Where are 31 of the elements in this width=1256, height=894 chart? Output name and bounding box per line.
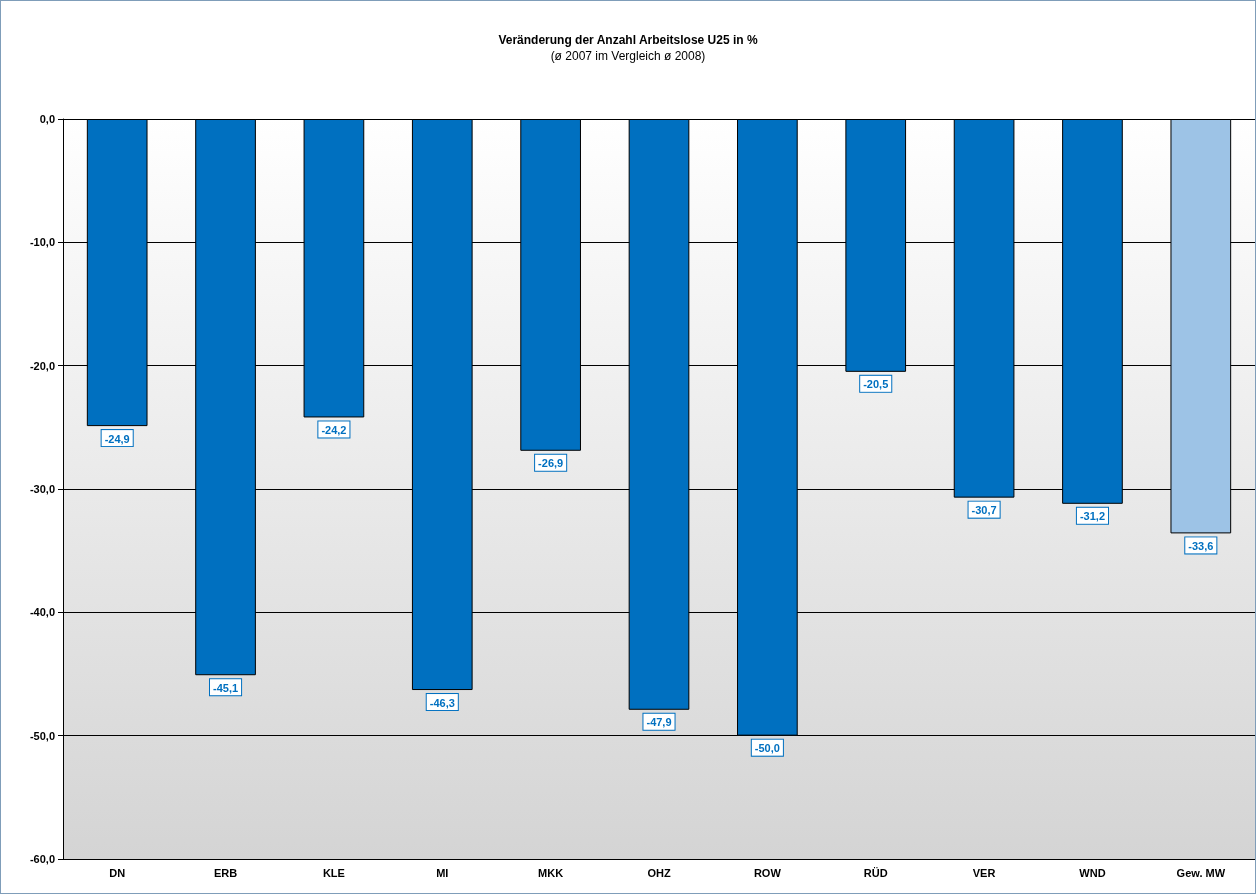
chart-subtitle: (ø 2007 im Vergleich ø 2008)	[550, 49, 706, 63]
data-label: -45,1	[213, 681, 239, 694]
x-tick-label: Gew. MW	[1176, 866, 1226, 879]
data-label: -50,0	[754, 742, 780, 755]
data-label: -26,9	[538, 457, 564, 470]
x-tick-label: OHZ	[647, 866, 671, 879]
y-tick-label: -40,0	[29, 606, 55, 619]
data-label: -24,9	[104, 432, 130, 445]
x-tick-label: MKK	[538, 866, 564, 879]
x-tick-label: KLE	[322, 866, 345, 879]
chart-title: Veränderung der Anzahl Arbeitslose U25 in %	[498, 33, 758, 47]
data-label: -30,7	[971, 504, 997, 517]
x-tick-label: ROW	[753, 866, 782, 879]
data-label: -47,9	[646, 716, 672, 729]
data-label: -24,2	[321, 423, 347, 436]
y-tick-label: -50,0	[29, 729, 55, 742]
y-tick-label: -20,0	[29, 359, 55, 372]
x-tick-label: VER	[972, 866, 996, 879]
x-tick-label: MI	[436, 866, 449, 879]
data-label: -31,2	[1079, 510, 1105, 523]
x-tick-label: WND	[1079, 866, 1106, 879]
y-tick-label: -10,0	[29, 236, 55, 249]
data-label: -46,3	[429, 696, 455, 709]
data-label: -33,6	[1188, 539, 1214, 552]
y-tick-label: 0,0	[39, 113, 55, 125]
y-tick-label: -60,0	[29, 853, 55, 865]
x-tick-label: DN	[109, 866, 126, 879]
x-tick-label: ERB	[213, 866, 238, 879]
data-label: -20,5	[863, 378, 889, 391]
x-tick-label: RÜD	[863, 866, 888, 879]
y-tick-label: -30,0	[29, 483, 55, 495]
